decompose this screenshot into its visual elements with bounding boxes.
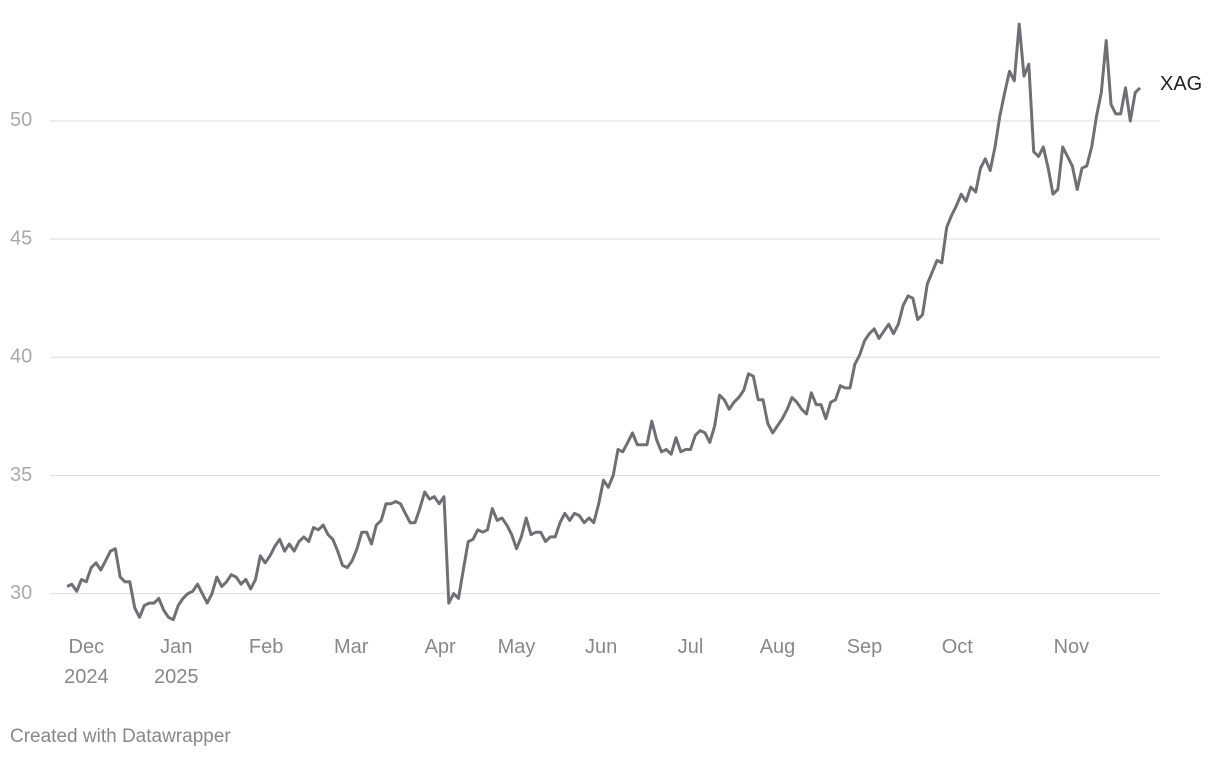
x-tick-label: Dec 2024 xyxy=(64,636,109,688)
y-tick-label: 45 xyxy=(10,227,32,249)
footer: Created with Datawrapper xyxy=(10,726,231,747)
y-tick-label: 30 xyxy=(10,582,32,604)
x-tick-label: Jul xyxy=(678,636,704,658)
x-tick-label: Jan 2025 xyxy=(154,636,199,688)
x-tick-label: Mar xyxy=(334,636,369,658)
x-tick-label: Apr xyxy=(425,636,456,658)
series-label: XAG xyxy=(1160,73,1202,95)
x-tick-label: Jun xyxy=(585,636,617,658)
y-tick-label: 35 xyxy=(10,464,32,486)
x-tick-label: Aug xyxy=(760,636,796,658)
x-tick-label: May xyxy=(498,636,536,658)
x-tick-label: Feb xyxy=(249,636,283,658)
y-tick-label: 40 xyxy=(10,346,32,368)
x-tick-label: Sep xyxy=(847,636,883,658)
x-tick-label: Nov xyxy=(1054,636,1090,658)
y-tick-label: 50 xyxy=(10,109,32,131)
x-tick-label: Oct xyxy=(942,636,974,658)
line xyxy=(66,22,1142,622)
